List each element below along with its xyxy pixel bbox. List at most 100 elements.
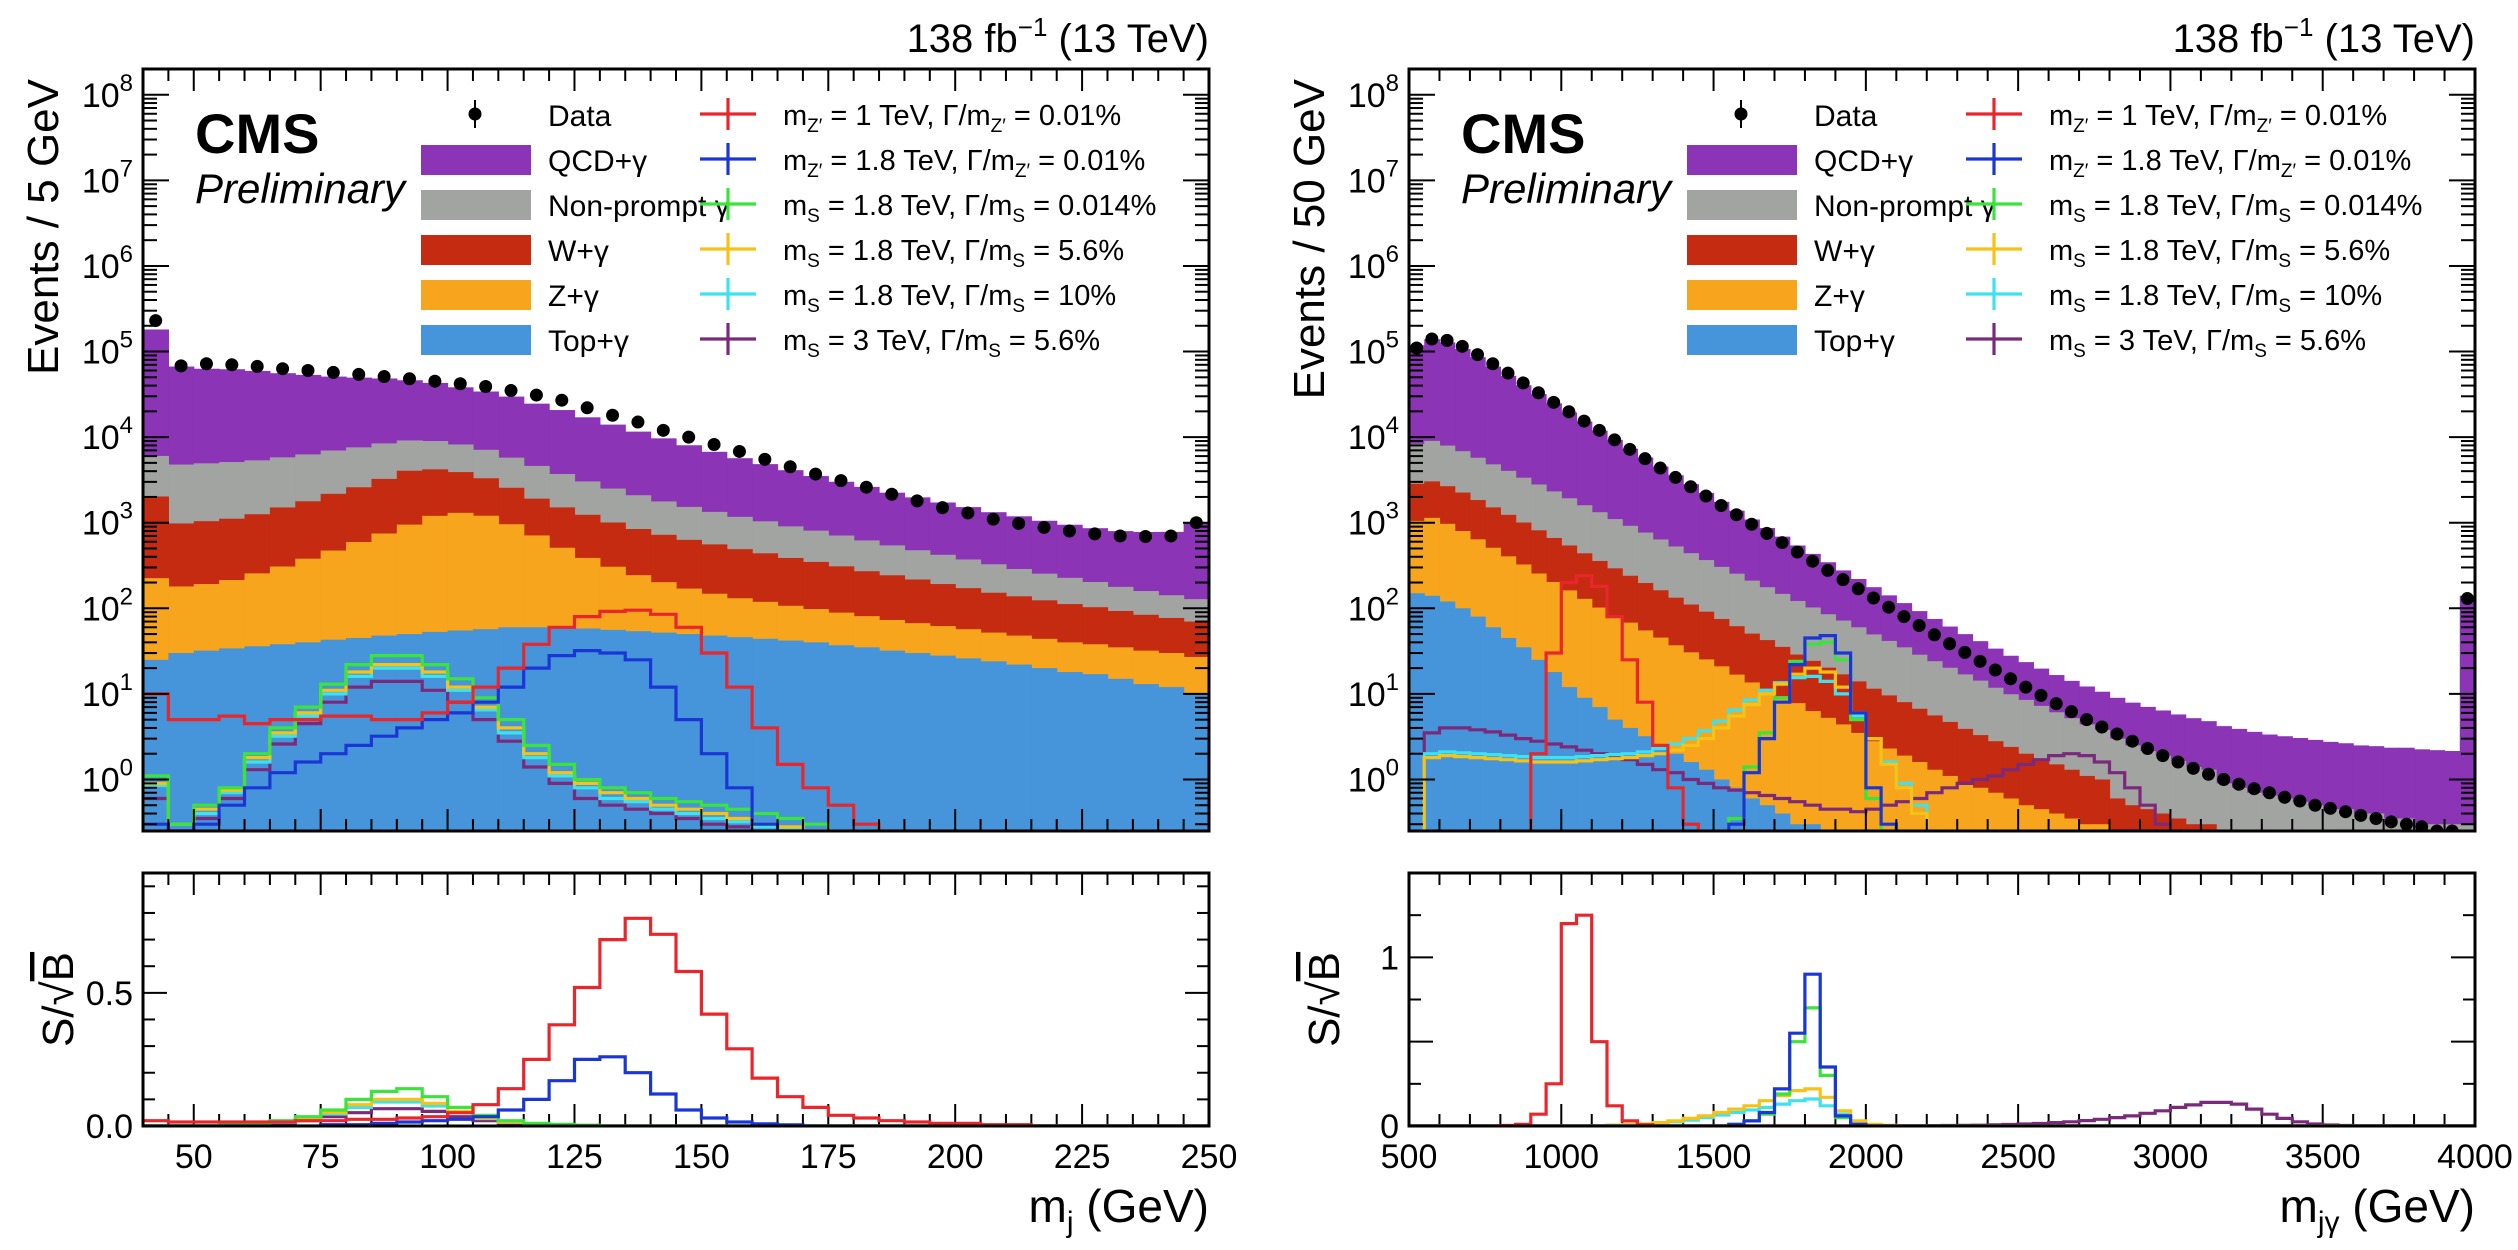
z-bar <box>2063 818 2080 831</box>
data-point <box>834 474 848 488</box>
legend-mass-sub: S <box>2073 341 2086 362</box>
w-bar <box>2155 813 2172 831</box>
legend-qcd-label: QCD+γ <box>548 145 647 178</box>
legend-nonprompt-swatch <box>1687 190 1797 220</box>
data-point <box>1623 442 1637 456</box>
data-point <box>2415 820 2429 831</box>
legend-s56-label: mS = 1.8 TeV, Γ/mS = 5.6% <box>2049 235 2390 272</box>
y-tick-exponent: 5 <box>1386 327 1399 354</box>
legend-width-value: = 0.014% <box>2291 190 2422 222</box>
w-bar <box>2094 779 2111 831</box>
top-bar <box>1744 798 1760 831</box>
data-point <box>961 506 975 520</box>
y-tick-base: 10 <box>1348 676 1386 714</box>
y-tick-base: 10 <box>1348 761 1386 799</box>
data-point <box>1410 341 1424 355</box>
z-bar <box>1957 783 1974 831</box>
y-tick-base: 10 <box>1348 590 1386 628</box>
x-axis-title-base: m <box>1029 1180 1067 1232</box>
top-bar <box>1789 824 1806 831</box>
x-tick-label: 500 <box>1381 1138 1438 1176</box>
legend-mass-sub: S <box>2073 251 2086 272</box>
top-bar <box>853 647 880 831</box>
z-bar <box>2002 798 2019 831</box>
y-tick-exponent: 7 <box>120 155 133 182</box>
data-point <box>1062 524 1076 538</box>
data-point <box>453 377 467 391</box>
legend-width-value: = 5.6% <box>1001 325 1100 357</box>
top-bar <box>1759 805 1776 831</box>
y-tick-label: 105 <box>1348 327 1399 372</box>
lumi-exponent: −1 <box>1018 12 1048 42</box>
legend-nonprompt-label: Non-prompt γ <box>548 190 730 223</box>
y-tick-base: 10 <box>82 419 120 457</box>
y-tick-label: 101 <box>82 669 133 714</box>
data-point <box>2156 749 2170 763</box>
nonprompt-bar <box>2322 809 2339 831</box>
data-point <box>859 480 873 494</box>
legend-width-sub: S <box>988 341 1001 362</box>
legend-data-marker <box>468 107 482 121</box>
top-bar <box>1082 674 1109 831</box>
legend-s014-label: mS = 1.8 TeV, Γ/mS = 0.014% <box>783 190 1156 227</box>
data-point <box>1699 489 1713 503</box>
data-point <box>1927 628 1941 642</box>
ratio-y-axis-title: S/√B <box>34 952 83 1047</box>
legend-width-sub: Z′ <box>2257 116 2273 137</box>
legend-width-sub: S <box>2254 341 2267 362</box>
top-bar <box>1424 595 1441 831</box>
legend-width-sub: S <box>2278 296 2291 317</box>
w-bar <box>2079 775 2095 831</box>
legend-width-value: = 5.6% <box>2291 235 2390 267</box>
y-tick-label: 103 <box>1348 498 1399 543</box>
z-bar <box>1987 792 2004 831</box>
x-tick-label: 4000 <box>2437 1138 2513 1176</box>
nonprompt-bar <box>2246 792 2263 831</box>
legend-width-value: = 0.01% <box>2272 100 2387 132</box>
data-point <box>2141 742 2155 756</box>
y-tick-label: 107 <box>1348 155 1399 200</box>
legend-mass-symbol: m <box>2049 145 2073 177</box>
data-point <box>1592 423 1606 437</box>
legend-width-value: = 5.6% <box>1025 235 1124 267</box>
top-bar <box>1774 813 1791 831</box>
qcd-bar <box>2414 749 2430 831</box>
x-axis-title: mjγ (GeV) <box>2280 1180 2475 1239</box>
legend-mass-sub: S <box>807 251 820 272</box>
data-point <box>1806 554 1820 568</box>
legend-zp1-label: mZ′ = 1 TeV, Γ/mZ′ = 0.01% <box>2049 100 2387 137</box>
data-point <box>479 380 493 394</box>
x-tick-label: 250 <box>1181 1138 1238 1176</box>
top-bar <box>193 650 220 831</box>
y-tick-exponent: 1 <box>1386 669 1399 696</box>
data-point <box>2080 713 2094 727</box>
data-point <box>2232 777 2246 791</box>
data-point <box>1088 527 1102 541</box>
top-bar <box>1031 668 1058 831</box>
ratio-s10-line <box>1409 1097 2475 1126</box>
legend-width-value: = 0.01% <box>1030 145 1145 177</box>
x-axis-title-sub: j <box>1066 1206 1074 1239</box>
qcd-bar <box>2353 745 2369 831</box>
y-tick-exponent: 0 <box>1386 754 1399 781</box>
legend-s56-label: mS = 1.8 TeV, Γ/mS = 5.6% <box>783 235 1124 272</box>
top-bar <box>168 653 195 831</box>
y-tick-base: 10 <box>82 248 120 286</box>
x-tick-label: 2000 <box>1828 1138 1904 1176</box>
top-bar <box>1439 601 1456 831</box>
data-point <box>2202 767 2215 781</box>
legend-data-label: Data <box>1814 100 1878 133</box>
data-point <box>326 365 340 379</box>
ratio-y-tick-label: 0 <box>1380 1108 1399 1146</box>
legend-z-label: Z+γ <box>1814 280 1865 313</box>
legend-width-value: = 0.01% <box>2296 145 2411 177</box>
y-tick-label: 100 <box>1348 754 1399 799</box>
legend-z-swatch <box>1687 280 1797 310</box>
legend-mass-sub: S <box>2073 206 2086 227</box>
x-tick-label: 3500 <box>2285 1138 2361 1176</box>
y-tick-exponent: 6 <box>120 241 133 268</box>
nonprompt-bar <box>2459 824 2475 831</box>
top-bar <box>1683 762 1699 831</box>
legend-mass-sub: Z′ <box>2073 116 2089 137</box>
